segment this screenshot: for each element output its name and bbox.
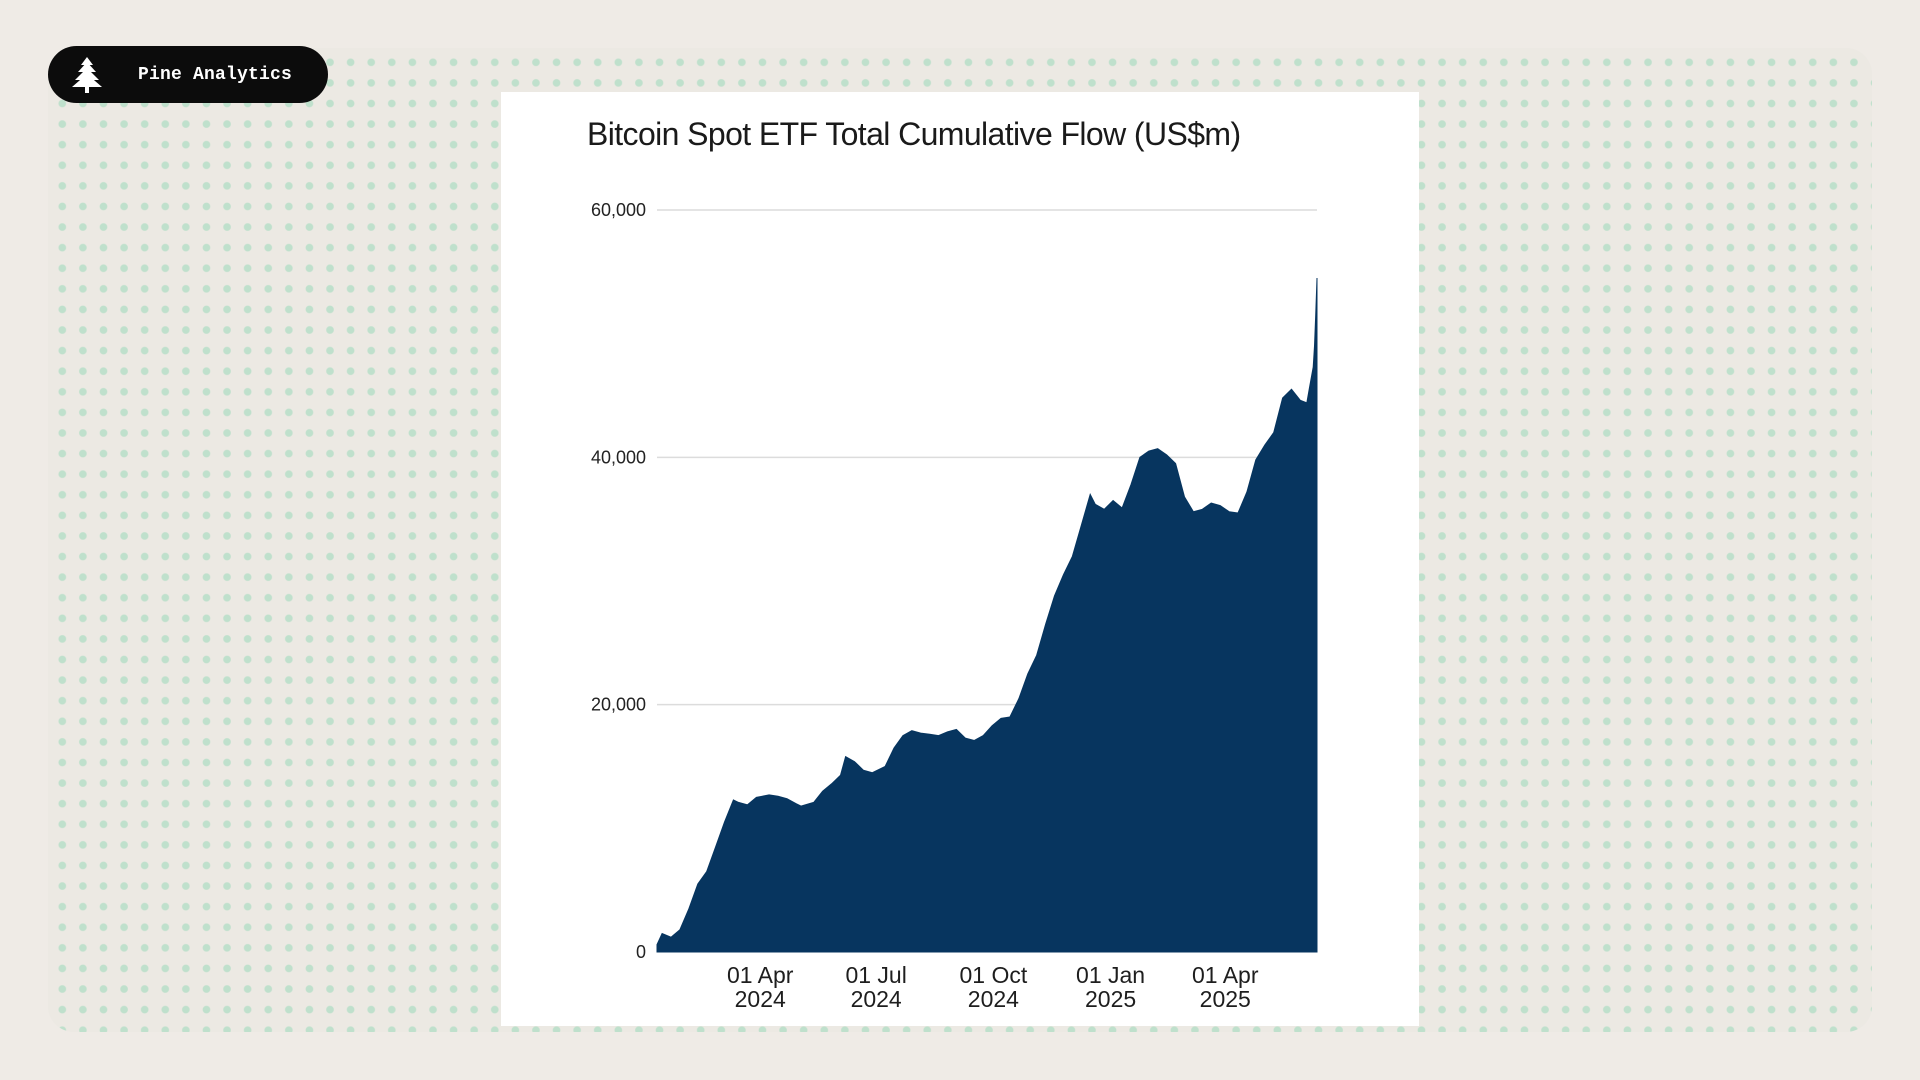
y-tick-label: 40,000: [591, 447, 646, 467]
x-tick-label: 01 Apr 2025: [1192, 962, 1259, 1012]
brand-name: Pine Analytics: [138, 64, 293, 85]
brand-badge: Pine Analytics: [48, 46, 328, 103]
y-tick-label: 60,000: [591, 200, 646, 220]
chart-title: Bitcoin Spot ETF Total Cumulative Flow (…: [587, 116, 1241, 152]
x-tick-label: 01 Oct 2024: [959, 962, 1027, 1012]
x-tick-label: 01 Jul 2024: [845, 962, 906, 1012]
y-tick-label: 0: [636, 942, 646, 962]
y-tick-label: 20,000: [591, 695, 646, 715]
x-tick-label: 01 Jan 2025: [1076, 962, 1145, 1012]
chart-card: Bitcoin Spot ETF Total Cumulative Flow (…: [501, 92, 1419, 1026]
pine-tree-icon: [62, 50, 112, 100]
cumulative-flow-area: [656, 277, 1318, 953]
chart-plot: 0 20,000 40,000 60,000 01 Apr 2024 01 Jul 2024…: [591, 200, 1318, 1012]
x-tick-label: 01 Apr 2024: [727, 962, 794, 1012]
